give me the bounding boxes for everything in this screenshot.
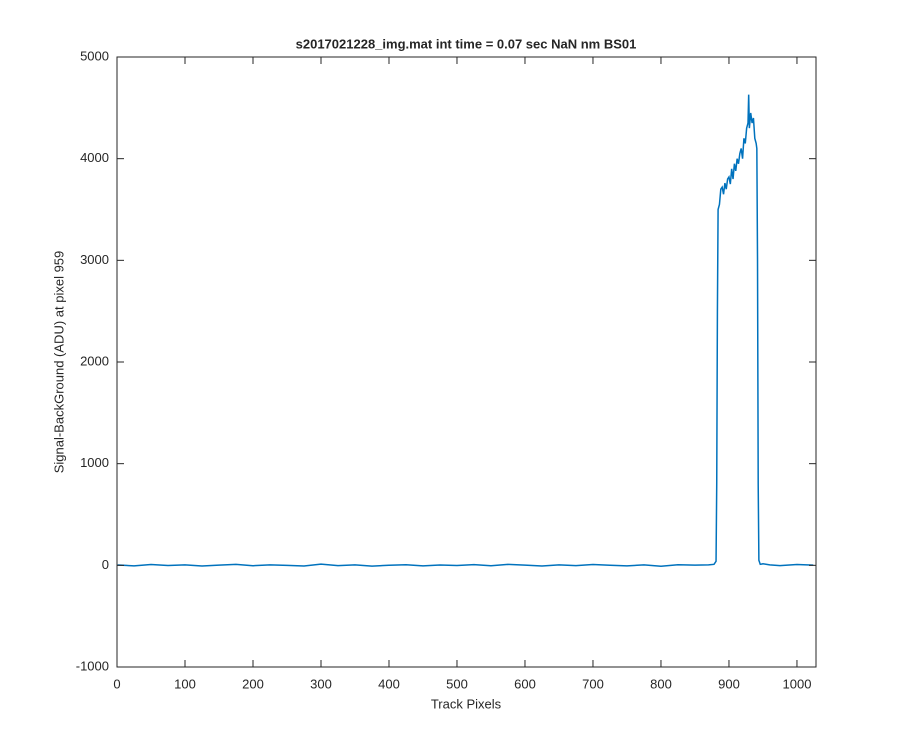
- x-tick-label: 900: [718, 676, 740, 691]
- y-tick-label: 4000: [80, 150, 109, 165]
- y-tick-label: -1000: [76, 658, 109, 673]
- y-tick-label: 5000: [80, 48, 109, 63]
- chart-title: s2017021228_img.mat int time = 0.07 sec …: [296, 36, 637, 51]
- x-tick-label: 300: [310, 676, 332, 691]
- x-tick-label: 0: [113, 676, 120, 691]
- x-tick-label: 1000: [783, 676, 812, 691]
- x-axis-label: Track Pixels: [431, 696, 502, 711]
- x-tick-label: 500: [446, 676, 468, 691]
- y-tick-label: 2000: [80, 353, 109, 368]
- x-tick-label: 100: [174, 676, 196, 691]
- x-tick-label: 700: [582, 676, 604, 691]
- y-tick-label: 1000: [80, 455, 109, 470]
- x-tick-label: 200: [242, 676, 264, 691]
- data-line: [117, 94, 814, 568]
- x-tick-label: 800: [650, 676, 672, 691]
- x-tick-label: 400: [378, 676, 400, 691]
- y-tick-label: 3000: [80, 252, 109, 267]
- y-axis-label: Signal-BackGround (ADU) at pixel 959: [51, 251, 66, 474]
- y-tick-label: 0: [102, 557, 109, 572]
- x-tick-label: 600: [514, 676, 536, 691]
